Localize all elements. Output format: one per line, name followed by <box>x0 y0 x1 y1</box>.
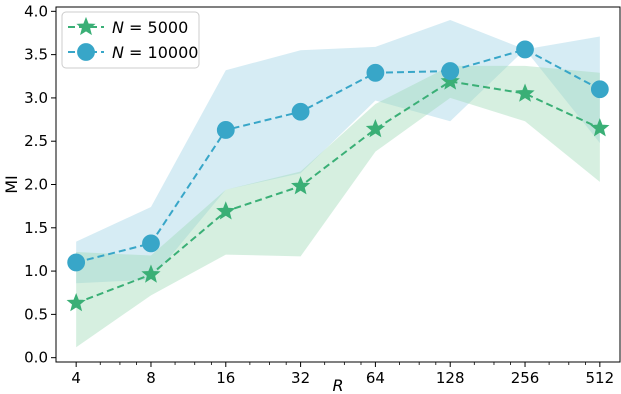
legend-marker-n10000 <box>77 43 95 61</box>
series-markers <box>66 40 610 312</box>
point-n5000 <box>515 83 535 102</box>
y-tick-label: 3.5 <box>24 46 48 64</box>
point-n10000 <box>67 253 86 272</box>
point-n10000 <box>590 80 609 99</box>
series-lines <box>75 48 601 305</box>
x-tick-label: 4 <box>71 369 81 387</box>
point-n5000 <box>216 201 236 220</box>
x-tick-label: 512 <box>586 369 615 387</box>
legend: N = 5000 N = 10000 <box>61 11 200 69</box>
y-tick-label: 2.5 <box>24 132 48 150</box>
point-n10000 <box>516 40 534 59</box>
line-n10000 <box>75 48 601 264</box>
point-n10000 <box>366 63 385 82</box>
legend-label-n5000: N = 5000 <box>112 18 188 37</box>
x-tick-label: 256 <box>511 369 540 387</box>
point-n10000 <box>291 102 310 121</box>
x-tick-label: 64 <box>366 369 385 387</box>
y-tick-label: 3.0 <box>24 89 48 107</box>
tick-labels: 0.0 0.5 1.0 1.5 2.0 2.5 3.0 3.5 4.0 4 8 16 32 64 128 25… <box>24 2 614 387</box>
point-n10000 <box>142 234 160 253</box>
x-axis-label: R <box>332 376 343 394</box>
y-tick-label: 0.0 <box>24 349 48 367</box>
point-n10000 <box>216 121 235 139</box>
y-tick-label: 1.5 <box>24 219 48 237</box>
point-n5000 <box>590 118 610 137</box>
point-n10000 <box>441 62 460 80</box>
y-tick-label: 1.0 <box>24 262 48 280</box>
x-tick-label: 128 <box>436 369 465 387</box>
axes <box>51 6 621 367</box>
point-n5000 <box>141 264 161 283</box>
point-n5000 <box>290 176 311 195</box>
band-n10000 <box>76 19 600 284</box>
x-tick-label: 32 <box>291 369 310 387</box>
point-n5000 <box>365 118 386 138</box>
band-n5000 <box>76 65 600 348</box>
confidence-bands <box>76 19 600 348</box>
y-tick-label: 0.5 <box>24 305 48 323</box>
y-tick-label: 2.0 <box>24 176 48 194</box>
legend-marker-n5000 <box>76 16 96 36</box>
x-tick-label: 8 <box>146 369 156 387</box>
legend-label-n10000: N = 10000 <box>112 43 198 62</box>
y-axis-label: MI <box>2 175 21 194</box>
x-tick-label: 16 <box>216 369 235 387</box>
y-tick-label: 4.0 <box>24 2 48 20</box>
point-n5000 <box>66 293 86 312</box>
point-n5000 <box>440 71 460 90</box>
